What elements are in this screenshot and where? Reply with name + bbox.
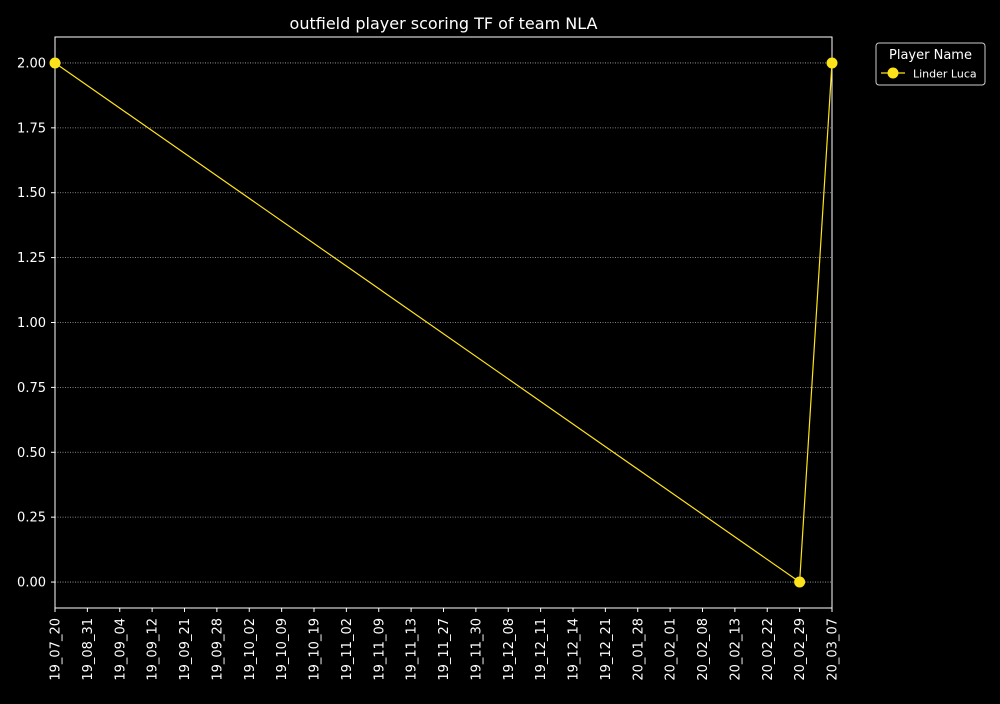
legend: Player Name Linder Luca [875,42,986,86]
x-tick-label: 19_09_28 [210,618,225,681]
data-point [49,57,61,69]
x-tick-label: 19_09_04 [113,618,128,681]
x-tick-label: 20_02_29 [793,618,808,681]
x-tick-label: 20_02_08 [696,618,711,681]
y-tick-label: 1.75 [17,121,46,136]
x-tick-label: 19_11_02 [340,618,355,681]
x-tick-label: 19_12_08 [502,618,517,681]
x-tick-label: 19_12_14 [567,618,582,681]
y-tick-label: 0.25 [17,511,46,526]
legend-series-marker [887,67,899,79]
x-tick-label: 19_12_21 [599,618,614,681]
x-tick-label: 19_07_20 [49,618,64,681]
x-tick-label: 19_10_19 [308,618,323,681]
x-tick-label: 19_09_21 [178,618,193,681]
x-tick-label: 19_10_02 [243,618,258,681]
x-tick-label: 20_01_28 [631,618,646,681]
chart-title: outfield player scoring TF of team NLA [290,14,598,33]
y-tick-label: 1.00 [17,316,46,331]
x-tick-label: 19_08_31 [81,618,96,681]
series-layer [49,57,838,588]
y-axis: 0.00 0.25 0.50 0.75 1.00 1.25 1.50 1.75 2.00 [17,56,55,591]
x-tick-label: 20_02_22 [761,618,776,681]
y-tick-label: 2.00 [17,56,46,71]
x-tick-label: 19_09_12 [146,618,161,681]
x-axis: 19_07_20 19_08_31 19_09_04 19_09_12 19_09_21… [49,608,841,681]
grid-lines [55,62,832,583]
x-tick-label: 20_02_13 [728,618,743,681]
y-tick-label: 0.75 [17,381,46,396]
legend-title: Player Name [889,48,972,63]
x-tick-label: 19_11_27 [437,618,452,681]
x-tick-label: 19_10_09 [275,618,290,681]
y-tick-label: 0.00 [17,576,46,591]
data-point [794,576,806,588]
y-tick-label: 0.50 [17,446,46,461]
legend-box [875,42,986,86]
y-tick-label: 1.50 [17,186,46,201]
x-tick-label: 20_02_01 [664,618,679,681]
x-tick-label: 20_03_07 [826,618,841,681]
x-tick-label: 19_11_30 [469,618,484,681]
x-tick-label: 19_11_13 [405,618,420,681]
y-tick-label: 1.25 [17,251,46,266]
x-tick-label: 19_12_11 [534,618,549,681]
data-point [826,57,838,69]
legend-series-label: Linder Luca [913,68,977,81]
x-tick-label: 19_11_09 [372,618,387,681]
